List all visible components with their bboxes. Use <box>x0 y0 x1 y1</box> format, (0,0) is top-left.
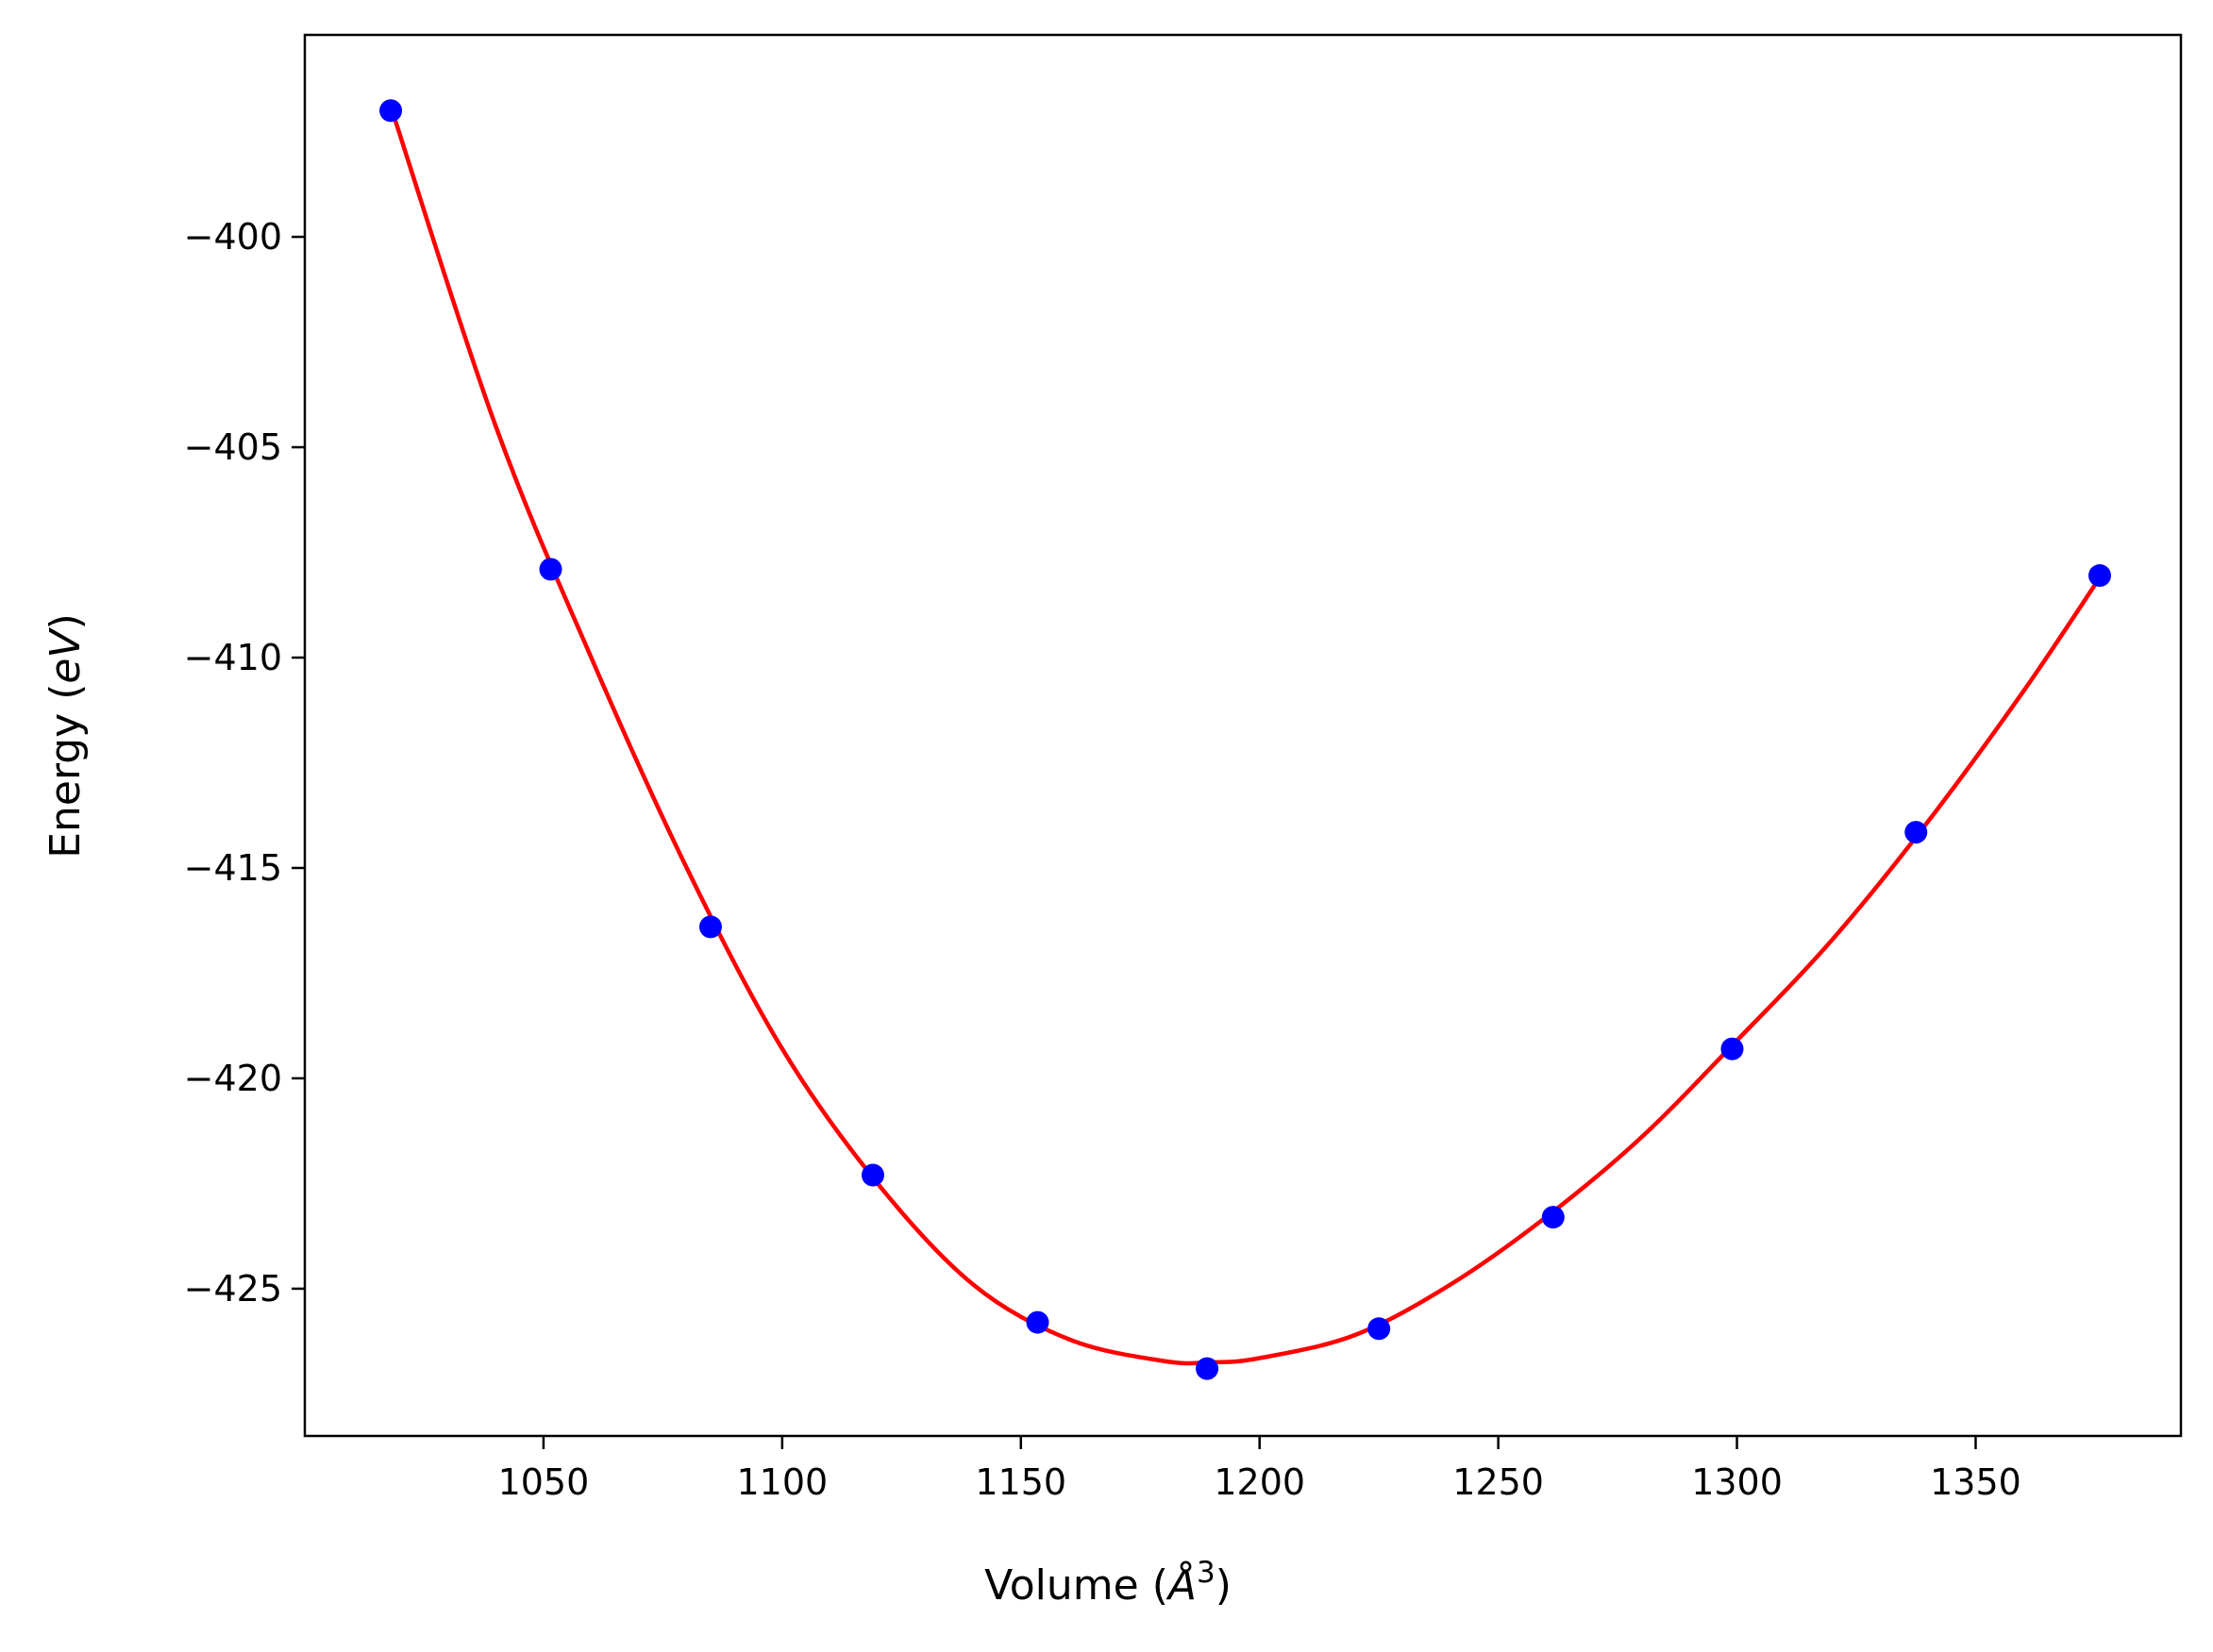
data-point <box>1026 1310 1049 1334</box>
y-axis-label-close: ) <box>42 613 90 629</box>
plot-area <box>379 99 2112 1380</box>
x-axis-label-exponent: 3 <box>1197 1556 1215 1590</box>
x-tick-label: 1200 <box>1214 1461 1305 1503</box>
y-tick-label: −410 <box>184 637 282 678</box>
y-tick-label: −415 <box>184 847 282 889</box>
data-point <box>861 1163 884 1187</box>
data-point <box>1367 1317 1391 1341</box>
data-point <box>1720 1037 1744 1060</box>
data-point <box>698 915 722 939</box>
y-tick-label: −425 <box>184 1268 282 1310</box>
x-axis-label: Volume (Å3) <box>984 1556 1232 1610</box>
x-tick-label: 1300 <box>1691 1461 1783 1503</box>
x-tick-label: 1250 <box>1452 1461 1544 1503</box>
y-tick-label: −420 <box>184 1058 282 1099</box>
data-point <box>539 558 562 581</box>
x-tick-label: 1050 <box>498 1461 590 1503</box>
data-point <box>1904 821 1928 844</box>
x-axis-label-text: Volume ( <box>984 1561 1168 1610</box>
y-axis-label-text: Energy ( <box>42 684 90 859</box>
x-axis-label-close: ) <box>1215 1561 1232 1610</box>
y-axis-label: Energy (eV) <box>42 613 90 859</box>
data-point <box>1541 1206 1565 1229</box>
axes-frame <box>303 33 2183 1438</box>
data-point <box>2088 564 2112 588</box>
x-tick-label: 1350 <box>1930 1461 2021 1503</box>
data-point <box>379 99 403 123</box>
x-axis-ticks: 1050 1100 1150 1200 1250 1300 1350 <box>498 1436 2021 1503</box>
x-tick-label: 1150 <box>975 1461 1066 1503</box>
y-axis-label-unit: eV <box>42 627 90 684</box>
y-tick-label: −405 <box>184 426 282 468</box>
y-axis-ticks: −400 −405 −410 −415 −420 −425 <box>184 216 305 1310</box>
x-tick-label: 1100 <box>736 1461 828 1503</box>
x-axis-label-angstrom: Å <box>1165 1560 1197 1610</box>
y-tick-label: −400 <box>184 216 282 258</box>
data-point <box>1196 1357 1219 1380</box>
